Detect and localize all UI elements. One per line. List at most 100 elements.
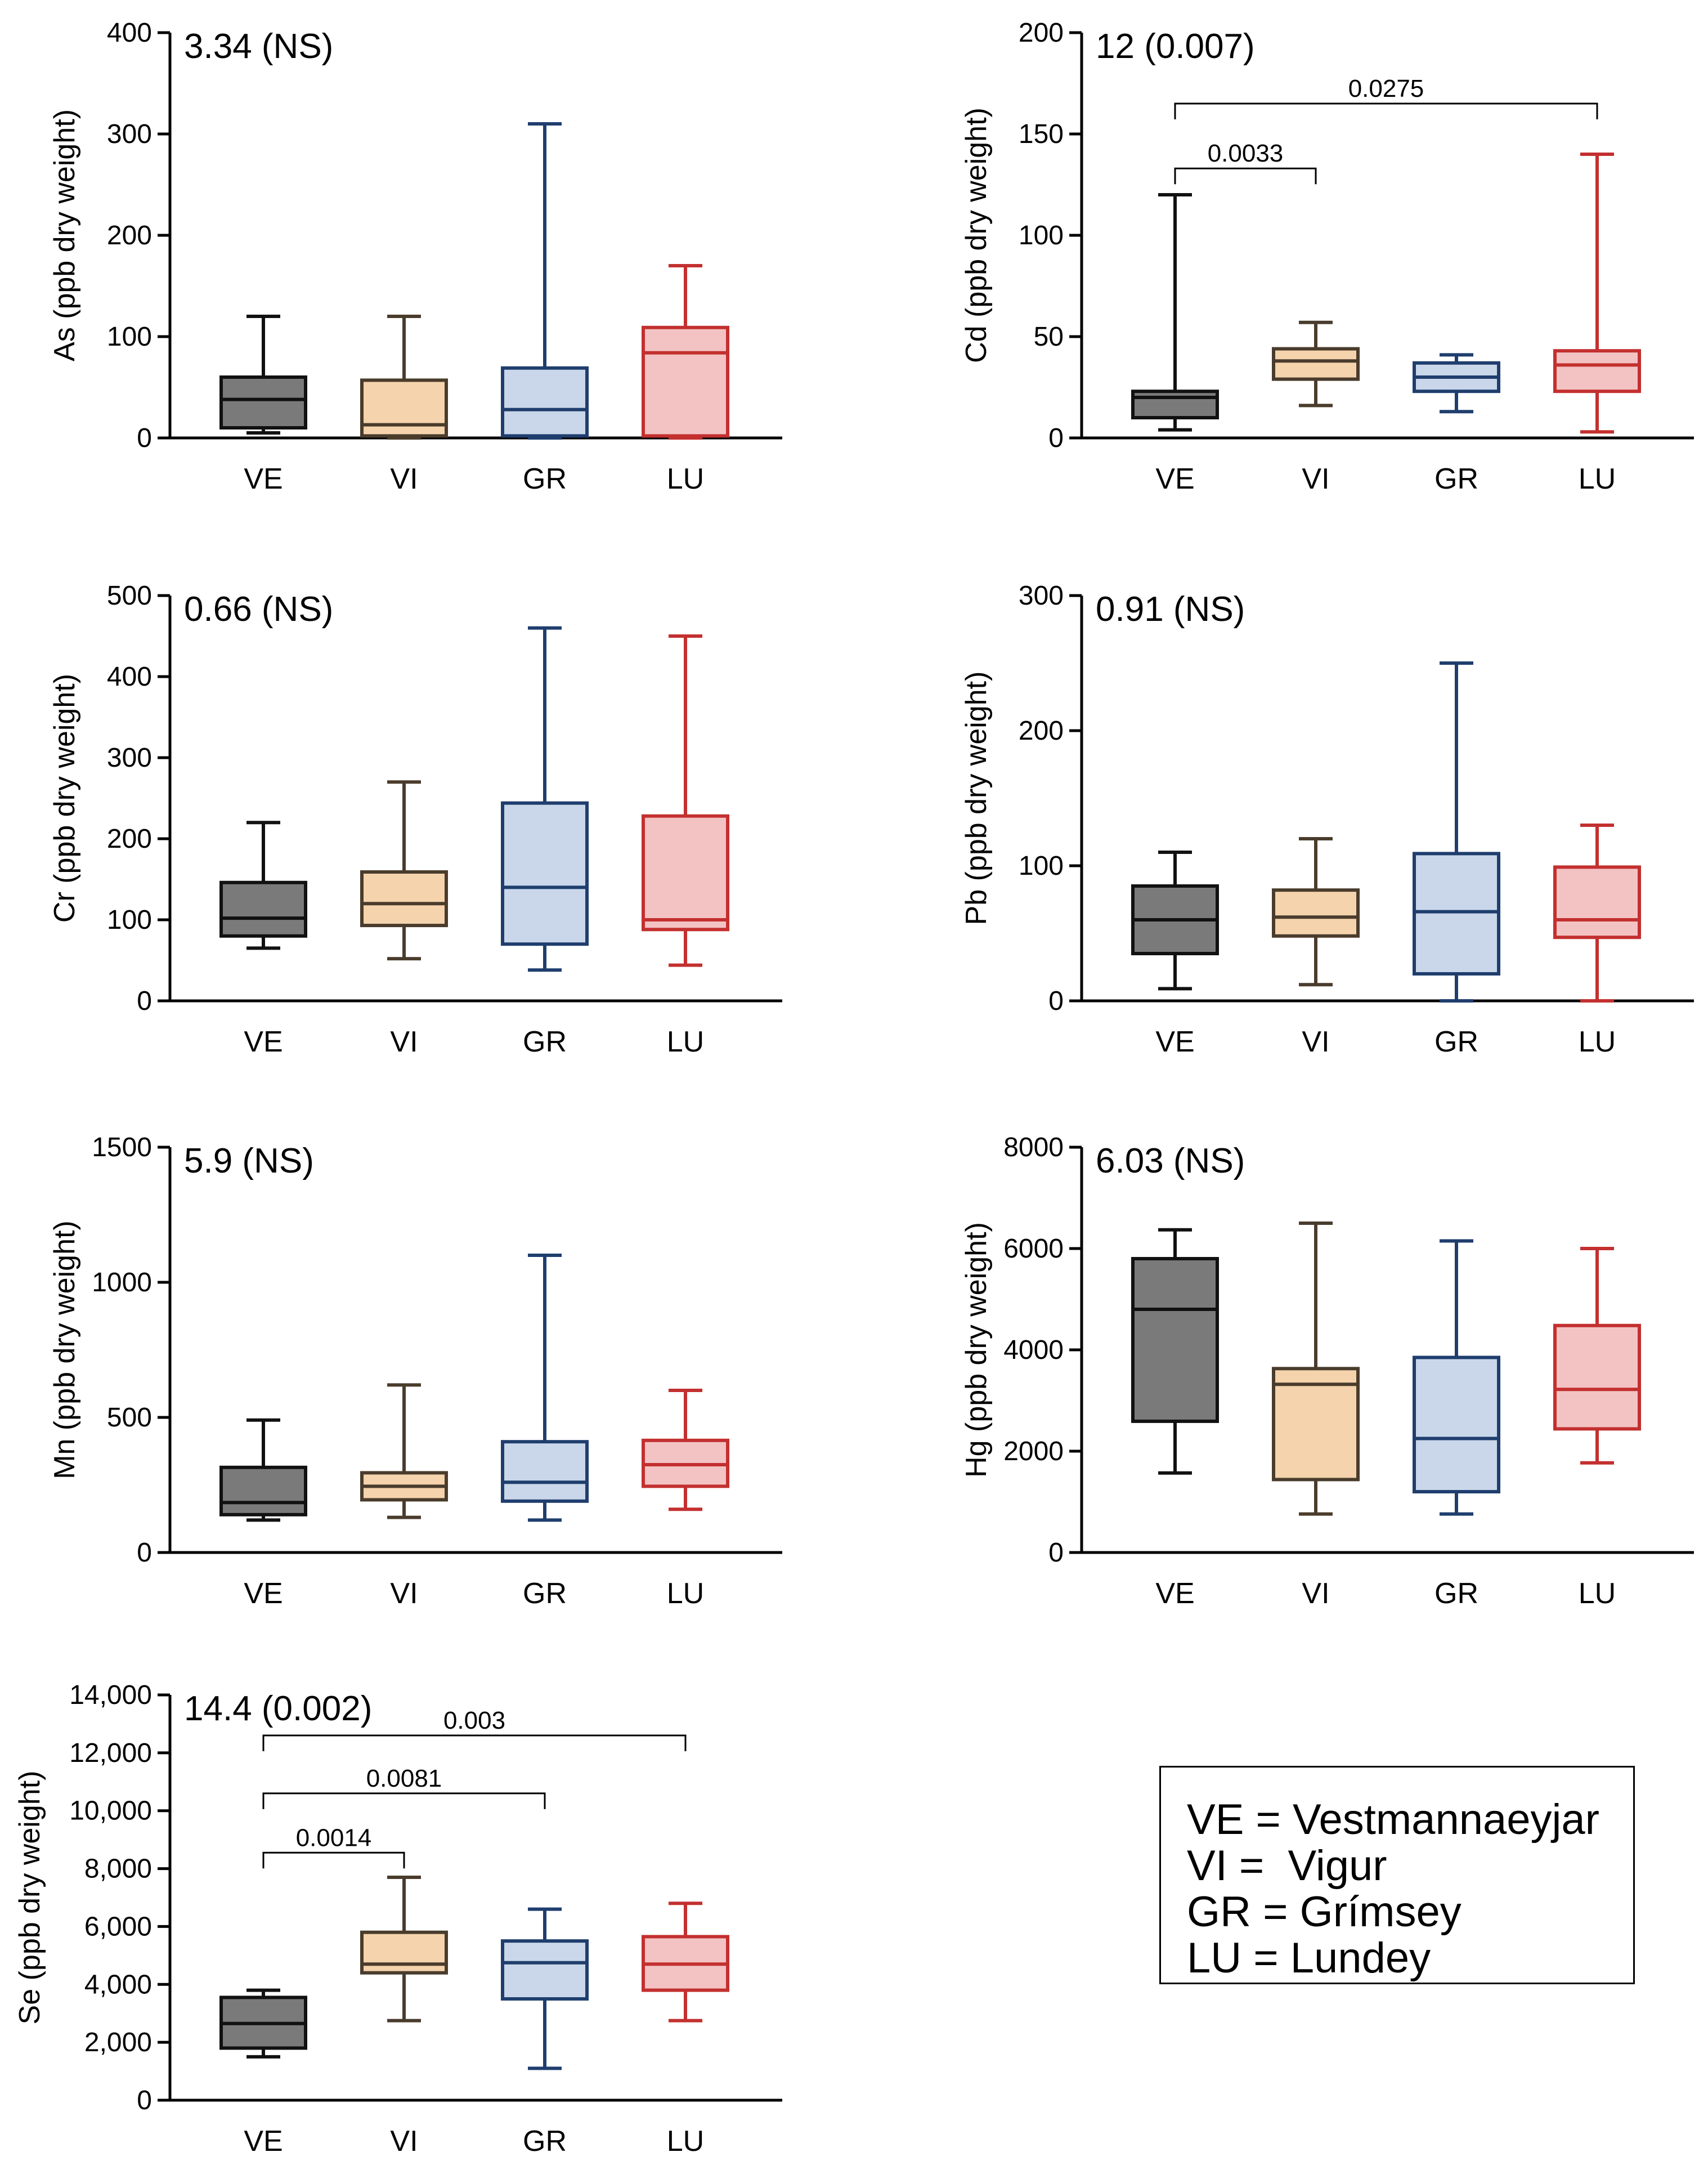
kruskal-wallis-stat: 12 (0.007)	[1096, 27, 1255, 66]
x-tick-label: VI	[390, 463, 418, 495]
box-iqr	[219, 375, 307, 429]
y-tick-label: 0	[137, 1538, 152, 1568]
bracket-line	[262, 1734, 687, 1751]
box-lu	[642, 634, 729, 967]
box-lu	[1553, 824, 1641, 1003]
box-ve	[1131, 193, 1219, 432]
y-tick-label: 50	[1034, 322, 1064, 352]
x-tick-label: LU	[667, 463, 704, 495]
box-ve	[219, 1988, 307, 2059]
box-iqr	[360, 1930, 448, 1975]
x-tick-label: VE	[244, 1026, 283, 1058]
box-vi	[360, 780, 448, 961]
x-tick-label: LU	[667, 1577, 704, 1610]
box-iqr	[1131, 1257, 1219, 1423]
box-gr	[1413, 1239, 1500, 1516]
y-tick-label: 8,000	[84, 1854, 152, 1884]
bracket-line	[262, 1792, 546, 1809]
y-tick-label: 500	[107, 1403, 152, 1433]
y-tick-label: 4000	[1003, 1335, 1064, 1365]
y-tick-label: 1500	[92, 1133, 152, 1162]
box-iqr	[1413, 852, 1500, 976]
y-tick-label: 300	[107, 119, 152, 149]
x-tick-label: GR	[523, 2125, 567, 2158]
x-tick-label: LU	[667, 2125, 704, 2158]
x-tick-label: GR	[1434, 1577, 1478, 1610]
significance-bracket: 0.0081	[262, 1765, 546, 1809]
p-value-label: 0.0014	[296, 1824, 372, 1851]
box-lu	[642, 264, 729, 440]
chart-se: 0 2,000 4,000 6,000 8,000 10,000 12,000 14,000 S…	[14, 1680, 782, 2158]
y-tick-label: 0	[1048, 423, 1064, 453]
legend-entry-vi: VI = Vigur	[1187, 1842, 1387, 1890]
x-tick-label: GR	[523, 463, 567, 495]
box-iqr	[360, 378, 448, 438]
p-value-label: 0.0033	[1208, 140, 1284, 167]
x-tick-label: LU	[667, 1026, 704, 1058]
y-tick-label: 100	[107, 905, 152, 935]
bracket-line	[1174, 102, 1598, 119]
y-axis-label: Pb (ppb dry weight)	[960, 672, 993, 925]
significance-bracket: 0.0275	[1174, 75, 1598, 119]
box-gr	[1413, 661, 1500, 1003]
y-tick-label: 0	[137, 423, 152, 453]
x-tick-label: VE	[1155, 1026, 1194, 1058]
chart-as: 0 100 200 300 400 As (ppb dry weight) 3.34 (NS…	[48, 18, 782, 495]
box-iqr	[642, 814, 729, 932]
box-iqr	[501, 1939, 589, 2001]
box-gr	[501, 122, 589, 440]
box-iqr	[501, 1440, 589, 1503]
x-tick-label: VI	[390, 1026, 418, 1058]
x-tick-label: VE	[244, 2125, 283, 2158]
box-iqr	[219, 880, 307, 938]
significance-bracket: 0.003	[262, 1707, 687, 1751]
y-tick-label: 400	[107, 18, 152, 48]
chart-pb: 0 100 200 300 Pb (ppb dry weight) 0.91 (NS) VE…	[960, 581, 1694, 1058]
box-vi	[360, 315, 448, 440]
box-ve	[219, 1418, 307, 1522]
chart-cd: 0 50 100 150 200 Cd (ppb dry weight) 12 (0.007…	[960, 18, 1694, 495]
x-tick-label: LU	[1579, 1026, 1616, 1058]
y-tick-label: 300	[107, 743, 152, 773]
box-lu	[642, 1901, 729, 2023]
y-axis-label: As (ppb dry weight)	[48, 109, 81, 361]
box-lu	[642, 1389, 729, 1511]
kruskal-wallis-stat: 14.4 (0.002)	[184, 1689, 372, 1728]
box-iqr	[1413, 1355, 1500, 1493]
legend-entry-ve: VE = Vestmannaeyjar	[1187, 1796, 1599, 1844]
y-axis-label: Mn (ppb dry weight)	[48, 1220, 81, 1479]
x-tick-label: GR	[1434, 463, 1478, 495]
box-iqr	[1553, 1323, 1641, 1431]
chart-cr: 0 100 200 300 400 500 Cr (ppb dry weight) 0.66 …	[48, 581, 782, 1058]
y-tick-label: 0	[137, 2086, 152, 2115]
box-gr	[501, 1254, 589, 1522]
x-tick-label: VI	[390, 1577, 418, 1610]
p-value-label: 0.0275	[1348, 75, 1424, 102]
box-lu	[1553, 153, 1641, 434]
y-tick-label: 0	[1048, 1538, 1064, 1568]
x-tick-label: VI	[1302, 1026, 1329, 1058]
chart-hg: 0 2000 4000 6000 8000 Hg (ppb dry weight) 6.03…	[960, 1133, 1694, 1610]
y-tick-label: 0	[1048, 986, 1064, 1016]
y-tick-label: 150	[1019, 119, 1064, 149]
x-tick-label: VI	[390, 2125, 418, 2158]
box-ve	[219, 315, 307, 435]
box-gr	[1413, 353, 1500, 414]
y-tick-label: 300	[1019, 581, 1064, 611]
box-ve	[1131, 851, 1219, 991]
box-iqr	[1272, 888, 1360, 938]
box-gr	[501, 626, 589, 972]
box-iqr	[1131, 390, 1219, 420]
y-tick-label: 10,000	[69, 1796, 152, 1826]
box-vi	[1272, 837, 1360, 987]
kruskal-wallis-stat: 0.91 (NS)	[1096, 590, 1245, 629]
box-iqr	[360, 870, 448, 928]
y-tick-label: 200	[107, 824, 152, 854]
box-ve	[1131, 1228, 1219, 1475]
y-tick-label: 100	[107, 322, 152, 352]
y-tick-label: 6000	[1003, 1234, 1064, 1264]
y-tick-label: 4,000	[84, 1970, 152, 1999]
x-tick-label: GR	[523, 1026, 567, 1058]
box-iqr	[1553, 349, 1641, 393]
